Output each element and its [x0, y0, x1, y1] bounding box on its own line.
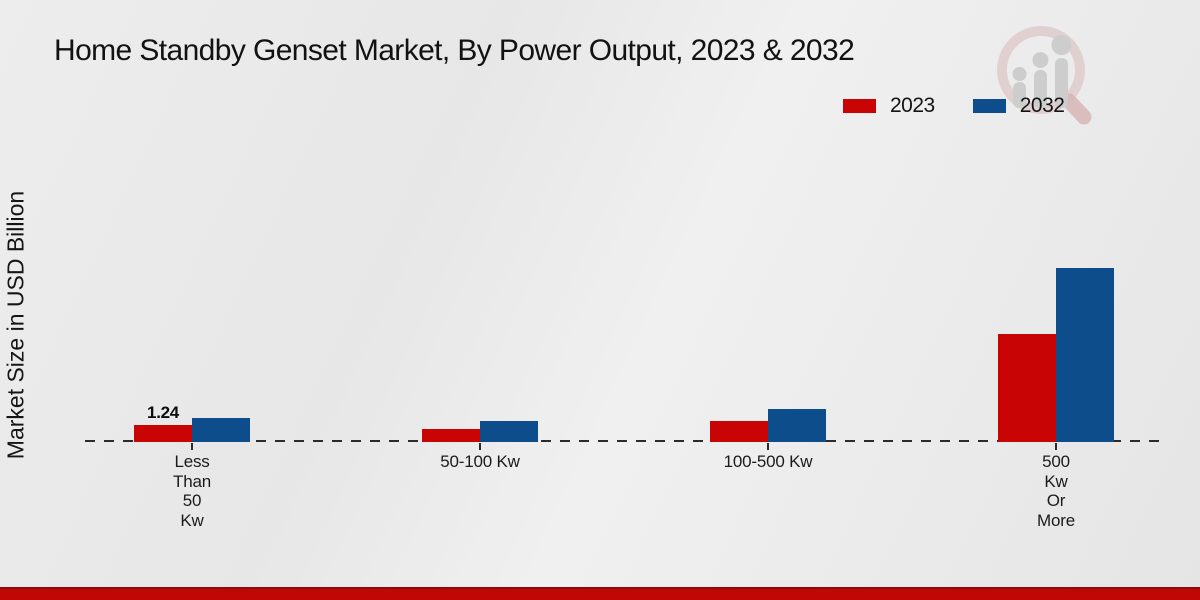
bar-pair [998, 268, 1114, 442]
legend: 2023 2032 [843, 94, 1065, 118]
x-axis-line [85, 440, 1163, 442]
category-group: 100-500 Kw [624, 0, 912, 600]
magnifier-bar-chart-logo-icon [997, 26, 1092, 125]
bar-2032 [480, 421, 538, 442]
bar-pair [422, 421, 538, 442]
legend-swatch-2023 [843, 99, 876, 113]
axis-tick [191, 443, 193, 450]
axis-tick [479, 443, 481, 450]
legend-item-2023: 2023 [843, 94, 935, 118]
bar-2023 [998, 334, 1056, 442]
legend-label-2032: 2032 [1019, 94, 1065, 117]
category-group: 500 Kw Or More [912, 0, 1200, 600]
axis-tick [767, 443, 769, 450]
bar-2023 [710, 421, 768, 442]
legend-item-2032: 2032 [972, 94, 1065, 118]
legend-swatch-2032 [972, 99, 1006, 113]
bar-value-label: 1.24 [147, 403, 179, 422]
bar-2023: 1.24 [134, 403, 192, 442]
bar-pair: 1.24 [134, 403, 250, 442]
category-label: 50-100 Kw [440, 452, 520, 471]
bar-pair [710, 409, 826, 442]
category-label: 100-500 Kw [723, 452, 813, 471]
bar-2032 [192, 418, 250, 442]
category-label: 500 Kw Or More [1037, 452, 1075, 530]
chart-title: Home Standby Genset Market, By Power Out… [54, 34, 855, 67]
category-label: Less Than 50 Kw [173, 452, 211, 530]
bar-groups: 1.24 Less Than 50 Kw 50-100 Kw 100-500 Kw 500 Kw… [48, 0, 1200, 600]
axis-tick [1055, 443, 1057, 450]
category-group: 50-100 Kw [336, 0, 624, 600]
bar-2023 [422, 429, 480, 442]
category-group: 1.24 Less Than 50 Kw [48, 0, 336, 600]
footer-accent-bar [0, 587, 1200, 600]
legend-label-2023: 2023 [890, 94, 935, 117]
bar-2032 [1056, 268, 1114, 442]
bar-2032 [768, 409, 826, 442]
